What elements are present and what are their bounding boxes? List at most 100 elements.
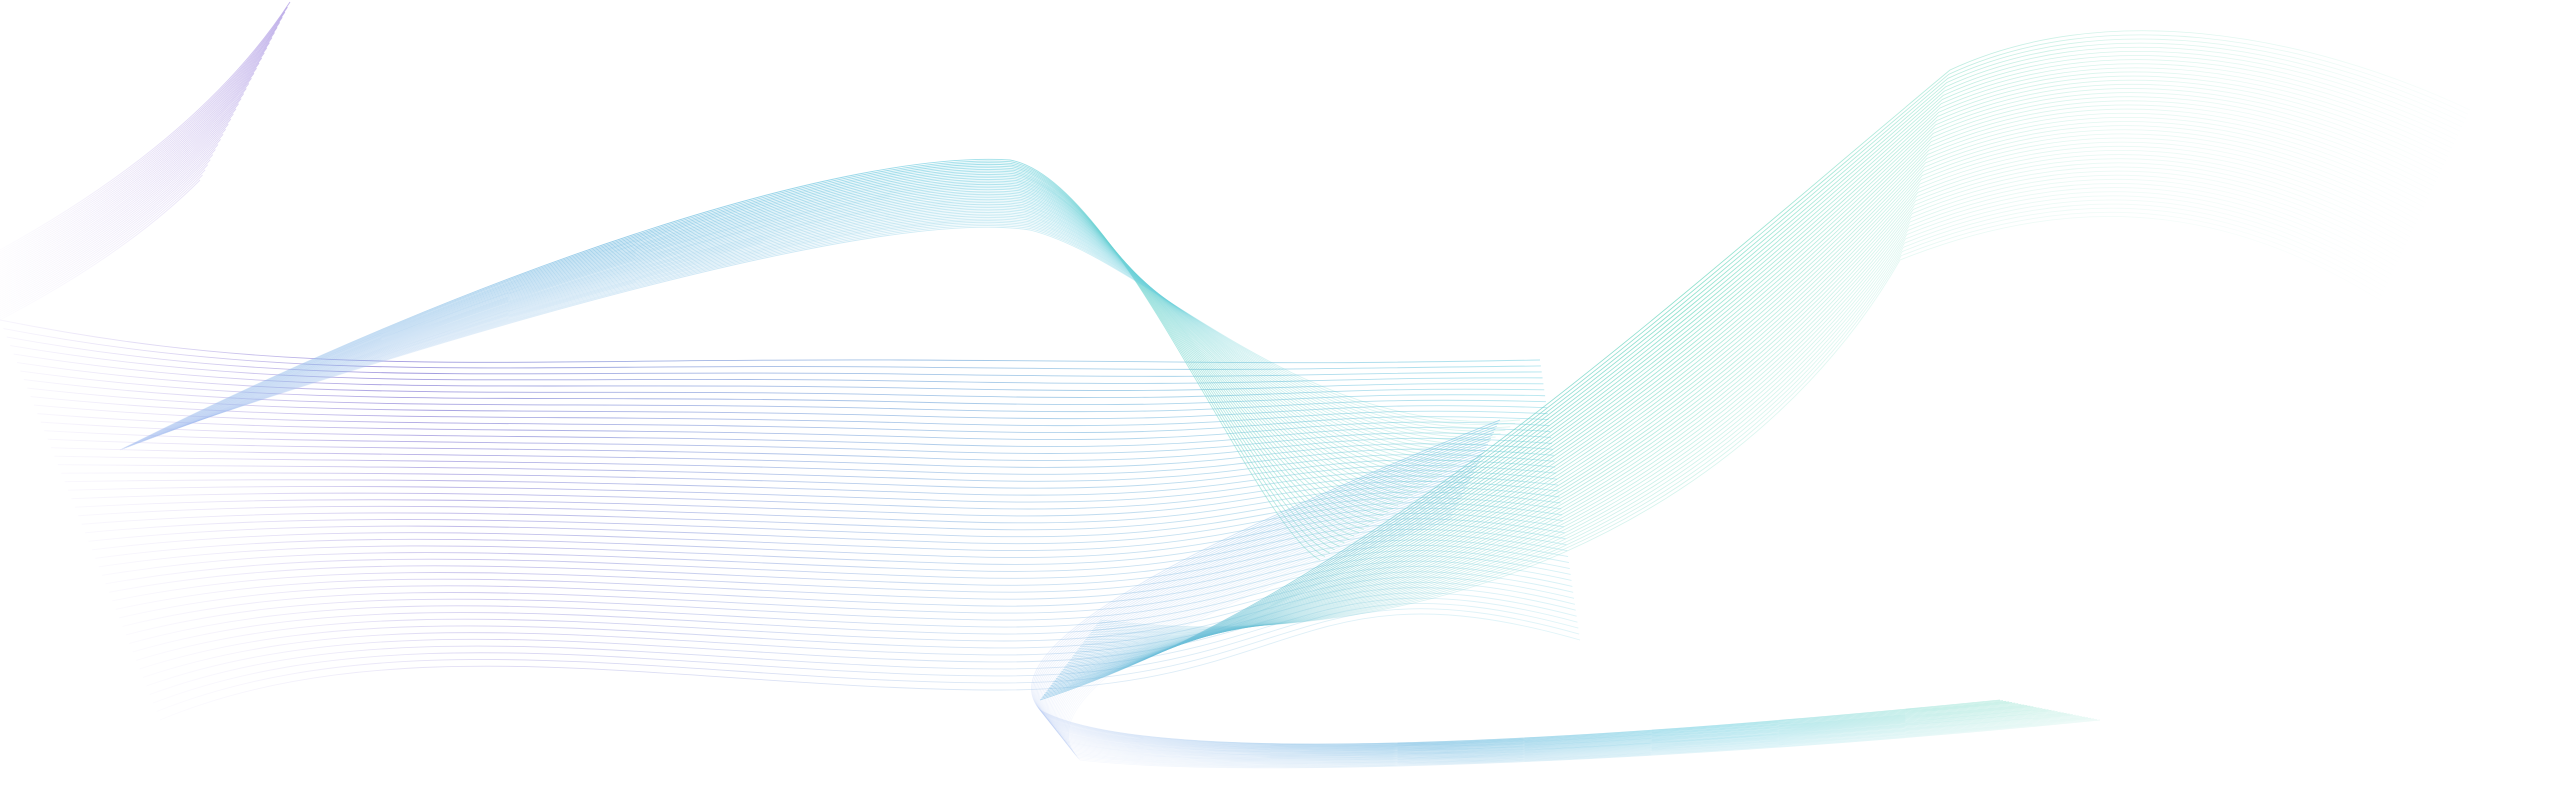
peak-line: [197, 225, 1516, 426]
rise-line: [1081, 158, 2409, 646]
band-line: [91, 507, 1564, 552]
fan-line: [0, 174, 203, 319]
band-line: [136, 576, 1575, 661]
peak-line: [152, 187, 1403, 503]
loop-line: [1054, 483, 2064, 759]
rise-line: [1071, 129, 2423, 658]
loop-line: [1064, 510, 2091, 766]
fan-line: [0, 169, 206, 317]
band-line: [88, 502, 1563, 545]
peak-line: [129, 167, 1345, 544]
fan-line: [0, 159, 211, 313]
fan-line: [0, 6, 288, 253]
band-line: [44, 430, 1552, 454]
rise-line: [1086, 174, 2401, 639]
loop-line: [1040, 443, 2025, 750]
band-line: [68, 470, 1558, 503]
rise-line: [1045, 46, 2463, 694]
loop-line: [1051, 474, 2055, 757]
loop-line: [1062, 504, 2085, 765]
band-line: [57, 454, 1555, 482]
loop-line: [1065, 513, 2094, 767]
fan-line: [0, 72, 255, 279]
band-line: [71, 475, 1558, 510]
band-line: [51, 443, 1553, 468]
rise-line: [1073, 133, 2421, 656]
peak-line: [170, 202, 1447, 472]
band-line: [159, 613, 1581, 721]
fan-line: [0, 179, 201, 321]
loop-line: [1034, 428, 2010, 747]
peak-line: [151, 185, 1399, 506]
rise-line: [1099, 215, 2381, 628]
loop-line: [1041, 446, 2028, 751]
rise-line: [1039, 30, 2471, 701]
rise-line: [1058, 88, 2443, 676]
loop-line: [1052, 477, 2058, 758]
fan-line: [0, 27, 278, 261]
peak-line: [174, 205, 1457, 465]
rise-line: [1095, 203, 2387, 630]
peak-line: [192, 220, 1501, 435]
loop-line: [1038, 437, 2019, 749]
band-line: [54, 448, 1554, 475]
fan-line: [0, 83, 250, 283]
fan-line: [0, 98, 242, 289]
rise-line: [1091, 191, 2393, 634]
band-line: [78, 486, 1560, 524]
fan-line: [0, 108, 237, 293]
loop-line: [1057, 489, 2070, 761]
rise-line: [1059, 92, 2441, 674]
peak-line: [143, 178, 1379, 520]
fan-line: [0, 42, 270, 267]
rise-line: [1046, 50, 2461, 692]
peak-line: [137, 174, 1365, 530]
rise-line: [1079, 154, 2411, 648]
band-line: [61, 459, 1556, 489]
loop-line: [1059, 495, 2076, 762]
peak-line: [186, 215, 1486, 445]
rise-line: [1043, 42, 2465, 696]
fan-line: [0, 37, 273, 265]
rise-line: [1069, 121, 2427, 662]
peak-line: [188, 217, 1491, 442]
fan-line: [0, 93, 245, 287]
peak-line: [123, 162, 1330, 554]
rise-line: [1063, 104, 2435, 669]
peak-line: [119, 158, 1321, 561]
peak-line: [160, 193, 1423, 489]
band-line: [0, 319, 1541, 364]
rise-line: [1089, 182, 2397, 636]
fan-line: [0, 144, 219, 307]
fan-line: [0, 1, 291, 251]
loop-line: [1046, 459, 2040, 754]
peak-line: [199, 226, 1521, 422]
loop-line: [1037, 434, 2016, 748]
loop-line: [1044, 455, 2037, 753]
rise-line: [1041, 34, 2469, 699]
loop-line: [1035, 431, 2013, 747]
rise-line: [1047, 55, 2459, 690]
peak-line: [139, 175, 1369, 527]
peak-line: [178, 208, 1467, 459]
rise-line: [1093, 195, 2391, 632]
band-line: [34, 404, 1549, 434]
peak-line: [190, 218, 1496, 439]
peak-line: [195, 223, 1511, 429]
rise-line: [1053, 71, 2451, 683]
band-line: [47, 437, 1552, 461]
band-line: [3, 328, 1541, 370]
peak-line: [133, 170, 1355, 537]
rise-line: [1070, 125, 2425, 660]
rise-line: [1085, 170, 2403, 640]
loop-line: [1061, 501, 2082, 764]
peak-line: [162, 195, 1428, 486]
peak-line: [147, 182, 1389, 513]
rise-line: [1042, 38, 2467, 697]
rise-line: [1082, 162, 2407, 644]
loop-line: [1058, 492, 2073, 762]
peak-line: [176, 207, 1462, 462]
loop-line: [1068, 519, 2101, 769]
